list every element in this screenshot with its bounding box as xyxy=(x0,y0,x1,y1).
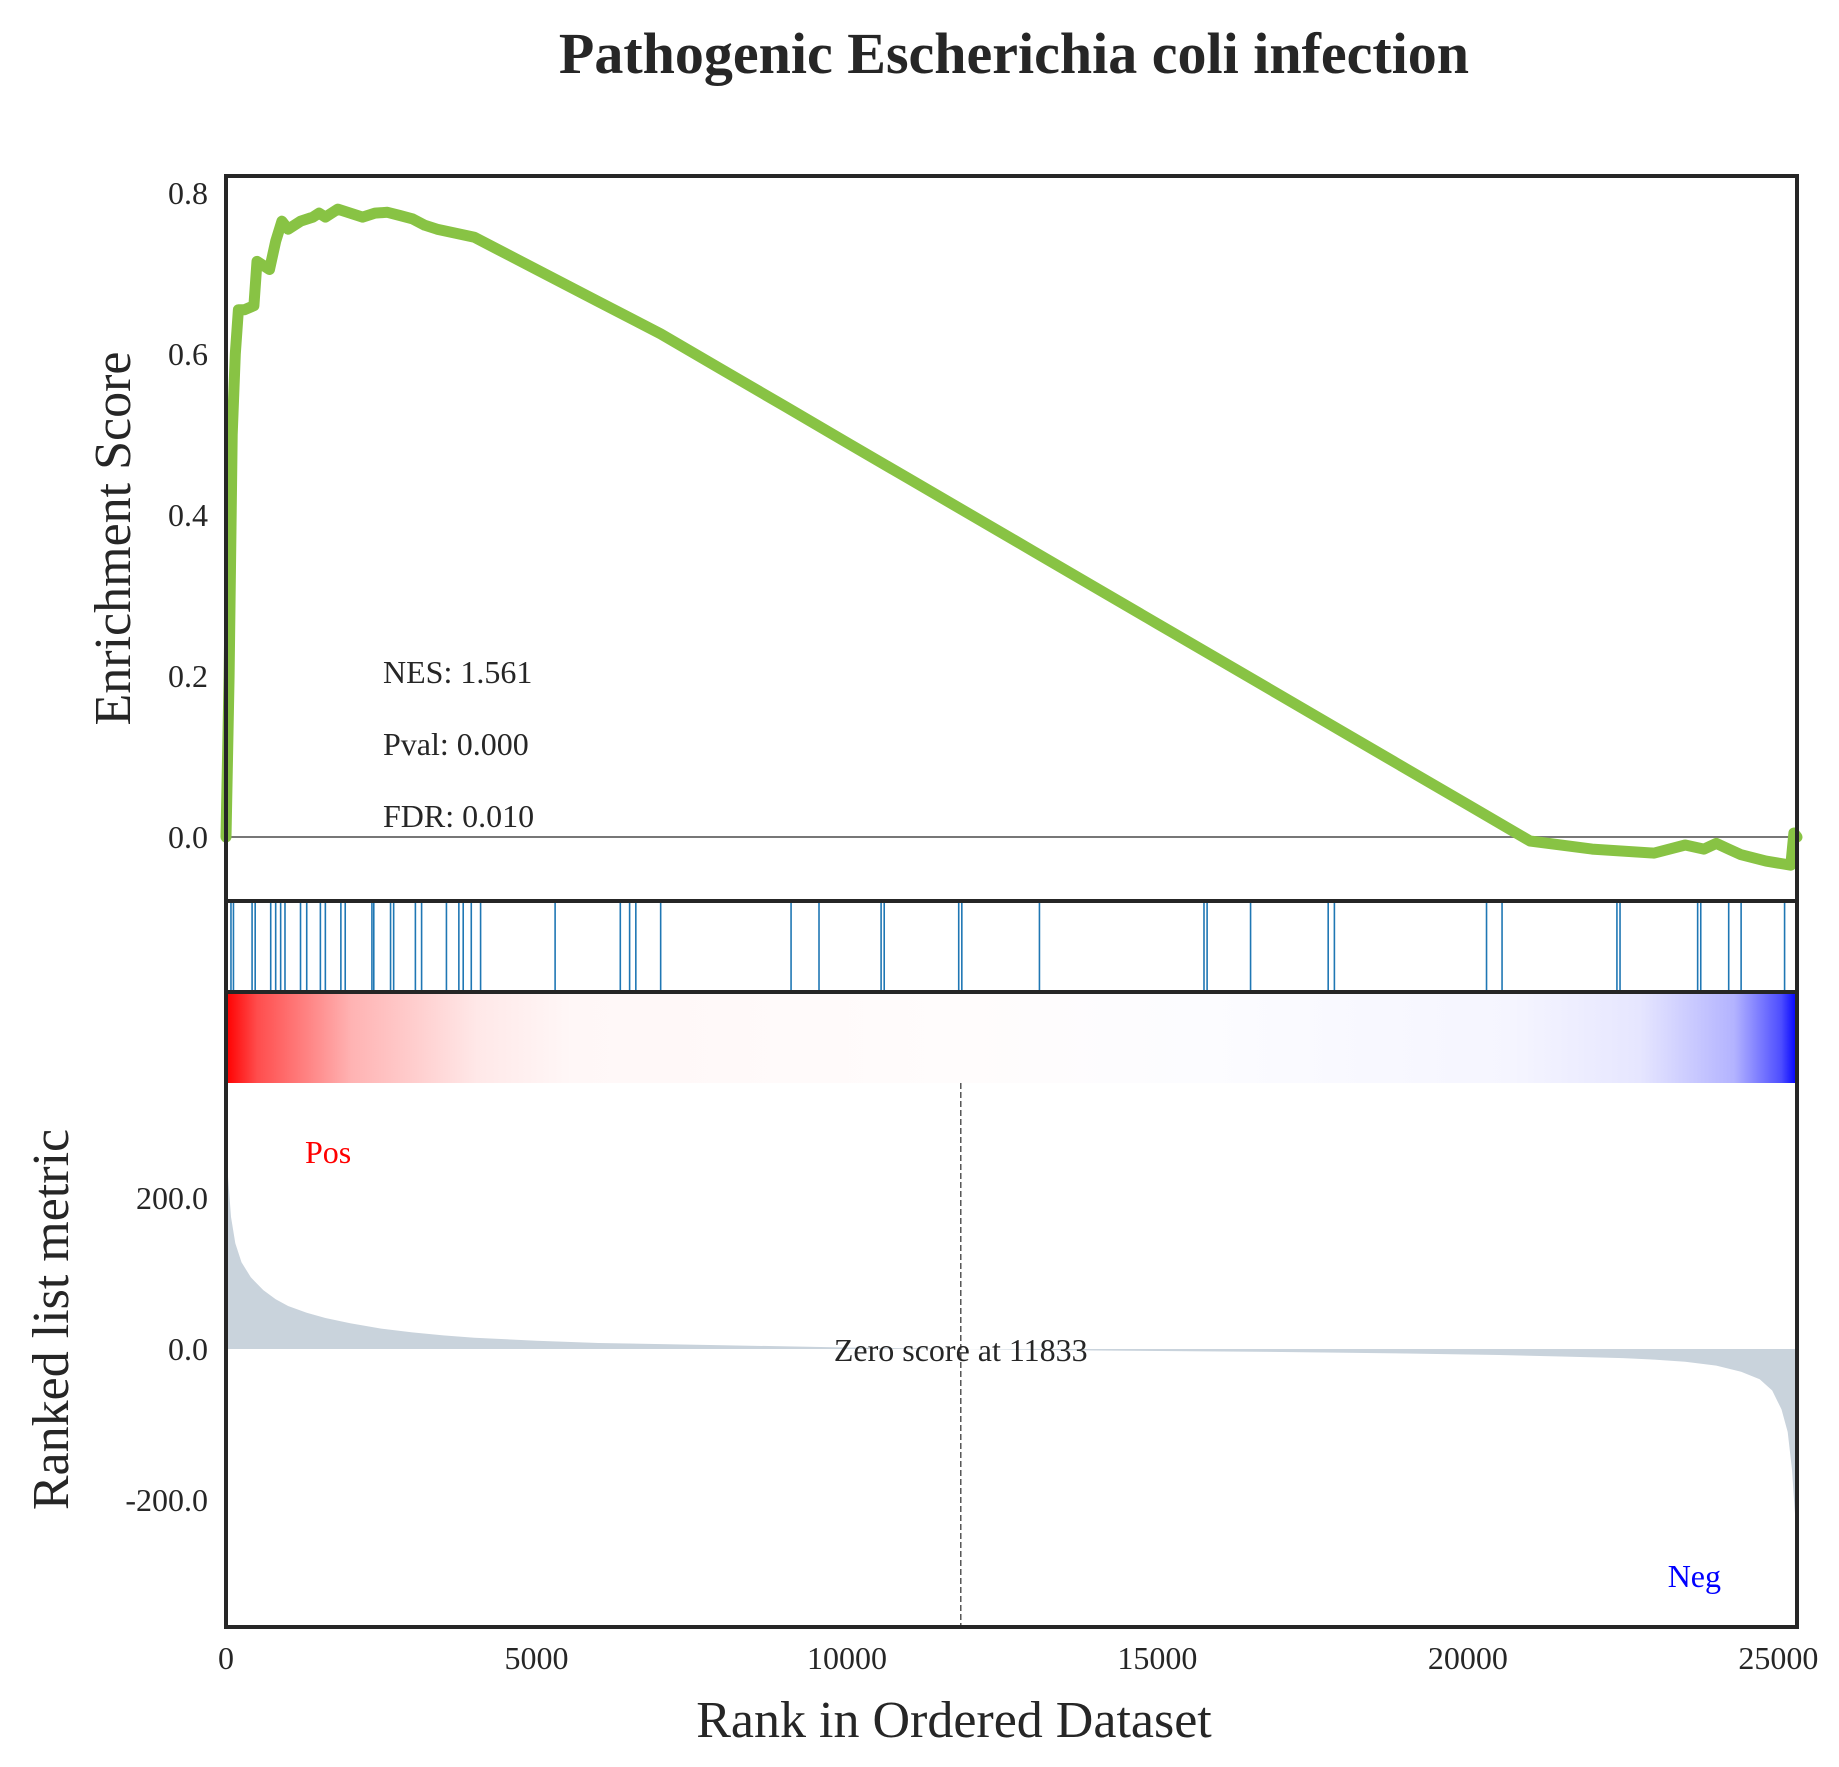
hits-panel xyxy=(230,901,1786,992)
x-ticks: 0 5000 10000 15000 20000 25000 xyxy=(218,1640,1818,1676)
rm-y-ticks: 200.0 0.0 -200.0 xyxy=(125,1180,208,1518)
nes-annotation: NES: 1.561 xyxy=(383,654,532,690)
ranked-panel-frame xyxy=(224,990,1799,1629)
ranked-metric-panel: Zero score at 11833 Pos Neg 200.0 0.0 -200… xyxy=(23,1083,1797,1627)
es-y-ticks: 0.0 0.2 0.4 0.6 0.8 xyxy=(168,175,208,855)
rm-y-tick-label: -200.0 xyxy=(125,1482,208,1518)
zero-score-label: Zero score at 11833 xyxy=(834,1332,1088,1368)
es-y-tick-label: 0.8 xyxy=(168,175,208,211)
neg-label: Neg xyxy=(1668,1558,1721,1594)
x-tick-label: 20000 xyxy=(1428,1640,1508,1676)
es-y-axis-label: Enrichment Score xyxy=(85,352,142,726)
hits-panel-frame xyxy=(224,899,1799,994)
rm-y-tick-label: 200.0 xyxy=(136,1180,208,1216)
rm-y-tick-label: 0.0 xyxy=(168,1331,208,1367)
rank-color-bar xyxy=(226,992,1797,1083)
x-tick-label: 25000 xyxy=(1738,1640,1818,1676)
ranked-metric-area xyxy=(226,1115,1797,1538)
x-tick-label: 15000 xyxy=(1117,1640,1197,1676)
es-y-tick-label: 0.4 xyxy=(168,497,208,533)
pos-label: Pos xyxy=(305,1134,351,1170)
x-axis-label: Rank in Ordered Dataset xyxy=(696,1692,1212,1749)
rm-y-axis-label: Ranked list metric xyxy=(23,1129,80,1510)
x-tick-label: 10000 xyxy=(807,1640,887,1676)
chart-title: Pathogenic Escherichia coli infection xyxy=(559,21,1469,86)
fdr-annotation: FDR: 0.010 xyxy=(383,798,534,834)
pval-annotation: Pval: 0.000 xyxy=(383,726,529,762)
es-y-tick-label: 0.0 xyxy=(168,819,208,855)
es-y-tick-label: 0.6 xyxy=(168,336,208,372)
es-line xyxy=(220,203,1803,871)
es-y-tick-label: 0.2 xyxy=(168,658,208,694)
x-tick-label: 0 xyxy=(218,1640,234,1676)
enrichment-panel: 0.0 0.2 0.4 0.6 0.8 Enrichment Score NES: 1.… xyxy=(85,175,1803,871)
x-tick-label: 5000 xyxy=(504,1640,568,1676)
